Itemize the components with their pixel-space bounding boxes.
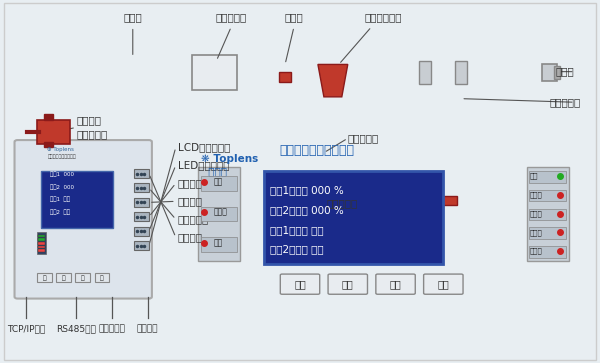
Bar [38, 238, 45, 241]
Bar [38, 235, 45, 237]
Text: 故障警输出: 故障警输出 [178, 178, 209, 188]
Text: 通道1烟雾： 000 %: 通道1烟雾： 000 % [270, 185, 344, 195]
Text: 通道2  000: 通道2 000 [50, 184, 74, 190]
Text: 可维护型: 可维护型 [76, 115, 101, 125]
Bar [134, 198, 149, 207]
Text: 通道2气流： 正常: 通道2气流： 正常 [270, 245, 324, 254]
Bar [134, 183, 149, 192]
Bar [55, 64, 557, 81]
Text: TCP/IP联网: TCP/IP联网 [7, 325, 46, 334]
Bar [38, 242, 45, 245]
Bar [264, 171, 443, 264]
Text: ❋ Toplens
  托普兰: ❋ Toplens 托普兰 [202, 155, 259, 176]
Text: 采样点: 采样点 [284, 13, 304, 23]
Text: 气流2  正常: 气流2 正常 [50, 209, 70, 215]
Text: 毛细采样点: 毛细采样点 [327, 198, 358, 208]
Bar [134, 227, 149, 236]
Text: 吸气式感烟火灾探测器: 吸气式感烟火灾探测器 [47, 154, 76, 159]
Text: 翻: 翻 [43, 275, 46, 281]
Text: 通道1气流： 正常: 通道1气流： 正常 [270, 225, 324, 235]
Polygon shape [318, 64, 348, 97]
FancyBboxPatch shape [376, 274, 415, 294]
Bar [527, 167, 569, 261]
Bar [202, 176, 237, 191]
Text: 空气过滤器: 空气过滤器 [215, 13, 247, 23]
Text: 火警警: 火警警 [530, 210, 542, 217]
Text: 确认: 确认 [437, 279, 449, 289]
Text: 通道2烟雾： 000 %: 通道2烟雾： 000 % [270, 205, 344, 215]
Text: 毛细采样管: 毛细采样管 [348, 133, 379, 143]
Text: 采样管: 采样管 [124, 13, 142, 23]
Bar [44, 114, 53, 119]
Bar [38, 246, 45, 248]
FancyBboxPatch shape [328, 274, 367, 294]
Bar [134, 241, 149, 250]
Text: 支流采样管: 支流采样管 [550, 97, 581, 107]
Text: 翻页: 翻页 [294, 279, 306, 289]
Bar [202, 237, 237, 252]
Bar [442, 196, 457, 205]
Bar [542, 64, 557, 81]
Bar [37, 273, 52, 282]
Bar [37, 232, 46, 253]
Text: 电源: 电源 [530, 173, 538, 179]
Bar [37, 120, 70, 144]
Bar [193, 56, 237, 90]
FancyBboxPatch shape [14, 140, 152, 299]
Text: 末端帽: 末端帽 [556, 67, 575, 77]
Bar [455, 61, 467, 84]
Text: 通道1  000: 通道1 000 [50, 171, 74, 177]
Bar [134, 169, 149, 178]
Bar [199, 167, 240, 261]
Bar [55, 81, 72, 153]
Bar [95, 273, 109, 282]
Text: LCD屏数据显示: LCD屏数据显示 [178, 142, 230, 152]
Text: 行动警输出: 行动警输出 [178, 214, 209, 224]
Bar [56, 273, 71, 282]
Text: 行动警: 行动警 [214, 208, 227, 217]
Text: 预警输出: 预警输出 [178, 232, 203, 242]
Bar [41, 171, 113, 228]
Text: 后退: 后退 [389, 279, 401, 289]
Bar [134, 212, 149, 221]
Bar [279, 72, 291, 82]
Text: 前: 前 [62, 275, 65, 281]
Bar [529, 208, 566, 220]
FancyBboxPatch shape [424, 274, 463, 294]
Text: RS485联网: RS485联网 [56, 325, 96, 334]
Text: 行动警: 行动警 [530, 229, 542, 236]
Bar [529, 246, 566, 257]
FancyBboxPatch shape [280, 274, 320, 294]
Text: 前进: 前进 [342, 279, 353, 289]
Bar [529, 190, 566, 201]
Bar [554, 66, 560, 79]
Text: ⊕ Toplens: ⊕ Toplens [47, 147, 74, 152]
Text: 确: 确 [100, 275, 104, 281]
Text: 干触点输出: 干触点输出 [98, 325, 125, 334]
Bar [76, 273, 91, 282]
Text: 声光输出: 声光输出 [137, 325, 158, 334]
Bar [529, 171, 566, 183]
Text: 预警警: 预警警 [530, 248, 542, 254]
Text: 火警: 火警 [214, 177, 223, 186]
Bar [202, 207, 237, 221]
Bar [44, 142, 53, 147]
Text: 气流1  正常: 气流1 正常 [50, 197, 70, 202]
Text: 吸气式感烟火灾探测器: 吸气式感烟火灾探测器 [279, 144, 354, 158]
Bar [55, 64, 72, 81]
FancyBboxPatch shape [184, 133, 584, 317]
Text: LED烟雾浓度条: LED烟雾浓度条 [178, 160, 229, 170]
Bar [529, 227, 566, 239]
Bar [419, 61, 431, 84]
Text: 进气管阀门: 进气管阀门 [76, 130, 107, 140]
Text: 火警输出: 火警输出 [178, 196, 203, 206]
Text: 后: 后 [81, 275, 85, 281]
Text: 故障: 故障 [214, 238, 223, 247]
Text: 故障警: 故障警 [530, 192, 542, 198]
Bar [38, 249, 45, 252]
Text: 多功能采样点: 多功能采样点 [365, 13, 403, 23]
Bar [305, 196, 320, 205]
